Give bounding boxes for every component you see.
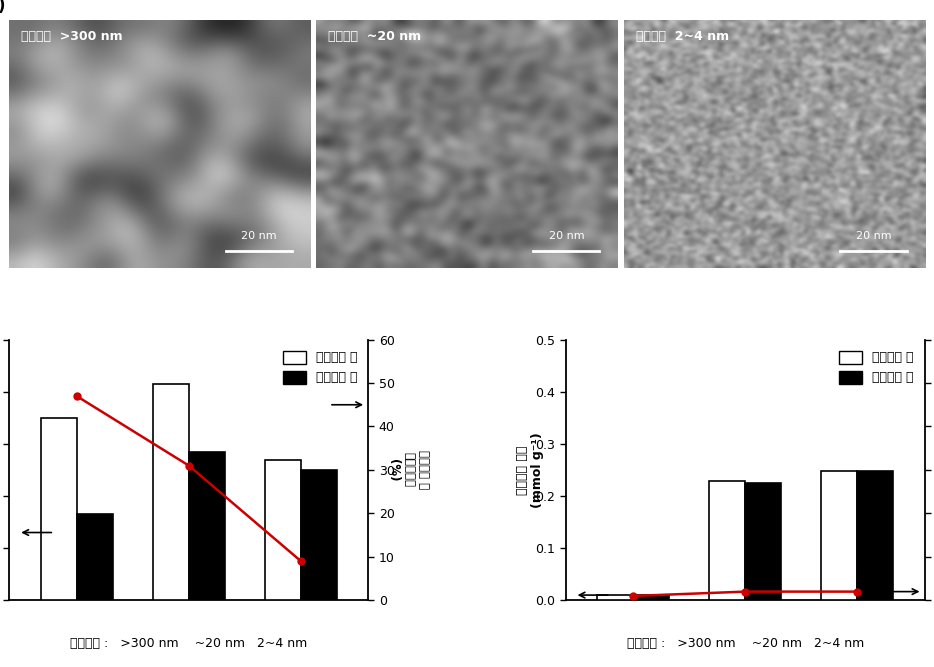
Bar xyxy=(77,514,112,600)
Legend: 수열체리 전, 수열체리 후: 수열체리 전, 수열체리 후 xyxy=(834,346,918,390)
Text: 결정크기  ~20 nm: 결정크기 ~20 nm xyxy=(329,30,421,43)
Bar xyxy=(265,460,301,600)
Text: 20 nm: 20 nm xyxy=(241,231,277,241)
Bar xyxy=(822,471,857,600)
Text: 결정두께  2~4 nm: 결정두께 2~4 nm xyxy=(636,30,729,43)
Text: 20 nm: 20 nm xyxy=(856,231,891,241)
Bar xyxy=(189,452,225,600)
Bar xyxy=(301,470,337,600)
Text: 20 nm: 20 nm xyxy=(548,231,584,241)
Bar xyxy=(857,471,893,600)
Text: 결정크기 :   >300 nm    ~20 nm   2~4 nm: 결정크기 : >300 nm ~20 nm 2~4 nm xyxy=(627,637,864,650)
Bar xyxy=(709,482,745,600)
Bar xyxy=(745,483,781,600)
Legend: 수열체리 전, 수열체리 후: 수열체리 전, 수열체리 후 xyxy=(278,346,362,390)
Y-axis label: 수열처리 후
산점유지율
(%): 수열처리 후 산점유지율 (%) xyxy=(387,450,430,490)
Bar xyxy=(597,595,633,600)
Text: 결정크기 :   >300 nm    ~20 nm   2~4 nm: 결정크기 : >300 nm ~20 nm 2~4 nm xyxy=(70,637,307,650)
Bar xyxy=(41,418,77,600)
Bar xyxy=(633,595,669,600)
Text: 결정크기  >300 nm: 결정크기 >300 nm xyxy=(21,30,123,43)
Text: (1): (1) xyxy=(0,0,7,15)
Y-axis label: 외피산점 농도
(mmol g⁻¹): 외피산점 농도 (mmol g⁻¹) xyxy=(516,432,544,508)
Bar xyxy=(153,384,189,600)
